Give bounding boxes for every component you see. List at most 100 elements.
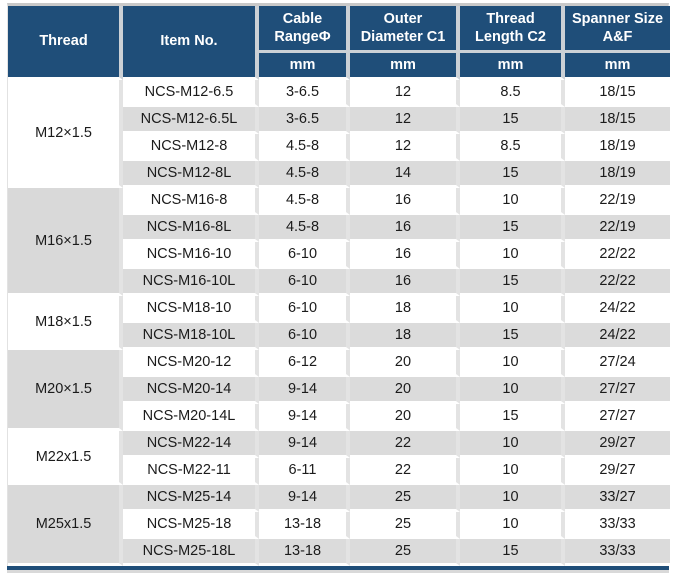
cable-cell: 6-10 [259,242,350,269]
unit-header-length-mm: mm [460,53,565,80]
cable-cell: 6-11 [259,458,350,485]
outer-cell: 12 [350,80,460,107]
table-row: NCS-M20-14L 9-14 20 15 27/27 [8,404,670,431]
thread-cell: M12×1.5 [8,80,123,188]
spanner-cell: 18/15 [565,107,670,134]
table-row: NCS-M25-18L 13-18 25 15 33/33 [8,539,670,566]
length-cell: 10 [460,512,565,539]
outer-cell: 25 [350,539,460,566]
col-header-cable-range: Cable RangeΦ [259,6,350,53]
cable-cell: 9-14 [259,377,350,404]
cable-cell: 4.5-8 [259,188,350,215]
col-header-thread-length: Thread Length C2 [460,6,565,53]
table-row: M22x1.5 NCS-M22-14 9-14 22 10 29/27 [8,431,670,485]
spanner-cell: 33/33 [565,512,670,539]
unit-header-spanner-mm: mm [565,53,670,80]
col-header-outer-diameter: Outer Diameter C1 [350,6,460,53]
thread-cell: M25x1.5 [8,485,123,566]
table-row: M18×1.5 NCS-M18-10 6-10 18 10 24/22 [8,296,670,350]
outer-cell: 16 [350,215,460,242]
item-cell: NCS-M20-14 [123,377,259,404]
length-cell: 8.5 [460,134,565,161]
table-body: M12×1.5 NCS-M12-6.5 3-6.5 12 8.5 18/15 N… [8,80,670,566]
outer-cell: 25 [350,512,460,539]
spanner-cell: 22/19 [565,215,670,242]
spanner-cell: 29/27 [565,458,670,485]
outer-cell: 18 [350,296,460,323]
item-cell: NCS-M16-10 [123,242,259,269]
item-cell: NCS-M12-6.5L [123,107,259,134]
length-cell: 15 [460,539,565,566]
outer-cell: 20 [350,404,460,431]
cable-cell: 6-10 [259,269,350,296]
item-cell: NCS-M22-11 [123,458,259,485]
table-row: NCS-M16-10L 6-10 16 15 22/22 [8,269,670,296]
table-header: Thread Item No. Cable RangeΦ Outer Diame… [8,6,670,80]
outer-cell: 16 [350,269,460,296]
item-cell: NCS-M25-18 [123,512,259,539]
item-cell: NCS-M16-8L [123,215,259,242]
unit-header-outer-mm: mm [350,53,460,80]
cable-cell: 6-12 [259,350,350,377]
spanner-cell: 27/27 [565,377,670,404]
outer-cell: 18 [350,323,460,350]
cable-cell: 9-14 [259,485,350,512]
spanner-cell: 22/22 [565,242,670,269]
spec-sheet: Thread Item No. Cable RangeΦ Outer Diame… [7,3,670,573]
outer-cell: 25 [350,485,460,512]
spanner-cell: 18/15 [565,80,670,107]
table-row: NCS-M16-8L 4.5-8 16 15 22/19 [8,215,670,242]
outer-cell: 20 [350,350,460,377]
outer-cell: 16 [350,188,460,215]
length-cell: 10 [460,242,565,269]
outer-cell: 20 [350,377,460,404]
item-cell: NCS-M22-14 [123,431,259,458]
spanner-cell: 27/27 [565,404,670,431]
length-cell: 10 [460,431,565,458]
spanner-cell: 24/22 [565,323,670,350]
item-cell: NCS-M20-12 [123,350,259,377]
table-wrapper: Thread Item No. Cable RangeΦ Outer Diame… [7,3,670,566]
table-row: NCS-M12-6.5L 3-6.5 12 15 18/15 [8,107,670,134]
item-cell: NCS-M25-14 [123,485,259,512]
item-cell: NCS-M20-14L [123,404,259,431]
table-row: M20×1.5 NCS-M20-12 6-12 20 10 27/24 [8,350,670,431]
length-cell: 8.5 [460,80,565,107]
spanner-cell: 22/22 [565,269,670,296]
outer-cell: 14 [350,161,460,188]
outer-cell: 22 [350,431,460,458]
col-header-item-no: Item No. [123,6,259,80]
cable-cell: 4.5-8 [259,134,350,161]
spanner-cell: 33/33 [565,539,670,566]
thread-cell: M18×1.5 [8,296,123,350]
thread-cell: M20×1.5 [8,350,123,431]
length-cell: 10 [460,458,565,485]
cable-cell: 4.5-8 [259,161,350,188]
cable-cell: 9-14 [259,404,350,431]
cable-cell: 13-18 [259,512,350,539]
outer-cell: 16 [350,242,460,269]
table-row: NCS-M18-10L 6-10 18 15 24/22 [8,323,670,350]
table-row: M25x1.5 NCS-M25-14 9-14 25 10 33/27 [8,485,670,566]
thread-cell: M16×1.5 [8,188,123,296]
cable-cell: 9-14 [259,431,350,458]
length-cell: 15 [460,269,565,296]
length-cell: 10 [460,377,565,404]
table-row: NCS-M12-8L 4.5-8 14 15 18/19 [8,161,670,188]
cable-cell: 13-18 [259,539,350,566]
cable-cell: 4.5-8 [259,215,350,242]
header-unit-row: mm mm mm mm [8,53,670,80]
table-row: NCS-M20-14 9-14 20 10 27/27 [8,377,670,404]
header-main-row: Thread Item No. Cable RangeΦ Outer Diame… [8,6,670,80]
length-cell: 10 [460,485,565,512]
item-cell: NCS-M12-8L [123,161,259,188]
item-cell: NCS-M25-18L [123,539,259,566]
spanner-cell: 18/19 [565,161,670,188]
table-row: NCS-M12-8 4.5-8 12 8.5 18/19 [8,134,670,161]
table-row: M16×1.5 NCS-M16-8 4.5-8 16 10 22/19 [8,188,670,296]
thread-cell: M22x1.5 [8,431,123,485]
outer-cell: 12 [350,107,460,134]
unit-header-cable-mm: mm [259,53,350,80]
spanner-cell: 29/27 [565,431,670,458]
spanner-cell: 33/27 [565,485,670,512]
